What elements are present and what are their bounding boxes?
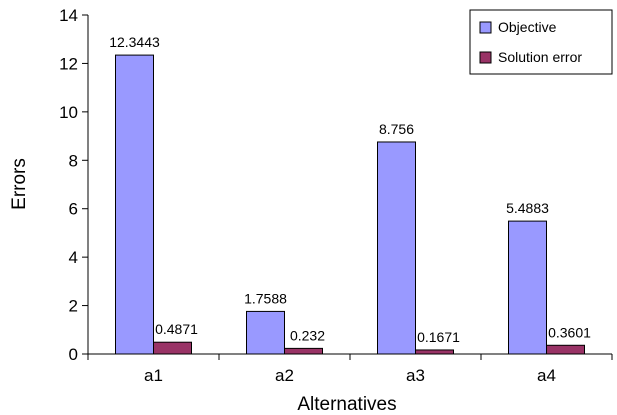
y-tick-label: 10 — [59, 103, 78, 122]
data-label-solution-error-a1: 0.4871 — [155, 321, 198, 337]
y-tick-label: 6 — [69, 200, 78, 219]
x-tick-label-a1: a1 — [144, 366, 163, 385]
data-label-objective-a4: 5.4883 — [506, 200, 549, 216]
data-labels-layer: 12.3443 0.4871 1.7588 0.232 8.756 0.1671 5.488… — [109, 34, 591, 345]
bar-objective-a3 — [377, 141, 416, 355]
y-tick-label: 14 — [59, 6, 78, 25]
data-label-objective-a1: 12.3443 — [109, 34, 160, 50]
x-tick-label-a2: a2 — [275, 366, 294, 385]
x-tick-label-a3: a3 — [406, 366, 425, 385]
x-tick-label-a4: a4 — [537, 366, 556, 385]
data-label-solution-error-a4: 0.3601 — [548, 324, 591, 340]
bar-solution-error-a1 — [153, 341, 192, 355]
data-label-objective-a2: 1.7588 — [244, 290, 287, 306]
y-tick-label: 12 — [59, 54, 78, 73]
data-label-objective-a3: 8.756 — [379, 121, 414, 137]
x-axis-title: Alternatives — [297, 394, 396, 415]
y-tick-label: 4 — [69, 248, 78, 267]
legend-swatch-solution-error — [479, 51, 492, 64]
y-tick-label: 8 — [69, 151, 78, 170]
bars-layer — [115, 54, 585, 355]
bar-objective-a4 — [508, 220, 547, 355]
legend: Objective Solution error — [469, 9, 613, 75]
legend-label-solution-error: Solution error — [498, 49, 582, 65]
bar-objective-a2 — [246, 310, 285, 355]
y-tick-label: 0 — [69, 345, 78, 364]
legend-label-objective: Objective — [498, 19, 557, 35]
bar-solution-error-a2 — [284, 347, 323, 355]
bar-solution-error-a4 — [546, 344, 585, 355]
y-axis-title: Errors — [9, 158, 30, 210]
axes-layer: 0 2 4 6 8 10 12 14 a1 a2 a3 a4 — [59, 6, 613, 385]
bar-objective-a1 — [115, 54, 154, 355]
data-label-solution-error-a3: 0.1671 — [417, 329, 460, 345]
legend-swatch-objective — [479, 21, 492, 34]
y-tick-label: 2 — [69, 297, 78, 316]
data-label-solution-error-a2: 0.232 — [290, 327, 325, 343]
bar-solution-error-a3 — [415, 349, 454, 355]
legend-box — [469, 9, 613, 75]
